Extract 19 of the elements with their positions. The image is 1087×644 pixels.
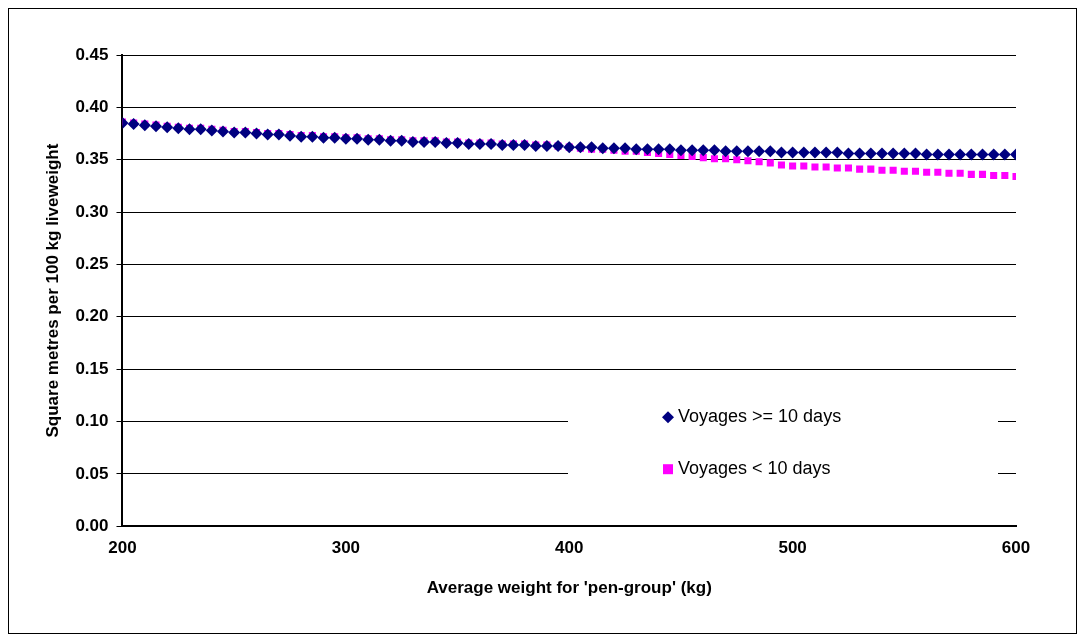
x-tick-label: 200 <box>108 538 137 558</box>
x-tick-label: 400 <box>555 538 584 558</box>
y-tick-label: 0.35 <box>75 149 109 169</box>
y-tick-label: 0.30 <box>75 201 109 221</box>
y-tick-label: 0.05 <box>75 463 109 483</box>
x-tick-label: 600 <box>1001 538 1031 558</box>
y-tick-label: 0.20 <box>75 306 109 326</box>
y-tick-label: 0.45 <box>75 44 109 64</box>
legend-label: Voyages < 10 days <box>678 458 831 479</box>
y-tick-label: 0.00 <box>75 515 109 535</box>
y-tick-label: 0.40 <box>75 97 109 117</box>
x-tick-label: 300 <box>331 538 361 558</box>
y-tick-label: 0.15 <box>75 358 109 378</box>
y-axis-title: Square metres per 100 kg liveweight <box>42 143 62 438</box>
legend-label: Voyages >= 10 days <box>678 406 842 427</box>
x-axis-title: Average weight for 'pen-group' (kg) <box>426 578 712 598</box>
y-tick-label: 0.25 <box>75 254 109 274</box>
x-tick-label: 500 <box>778 538 807 558</box>
y-tick-label: 0.10 <box>75 411 109 431</box>
